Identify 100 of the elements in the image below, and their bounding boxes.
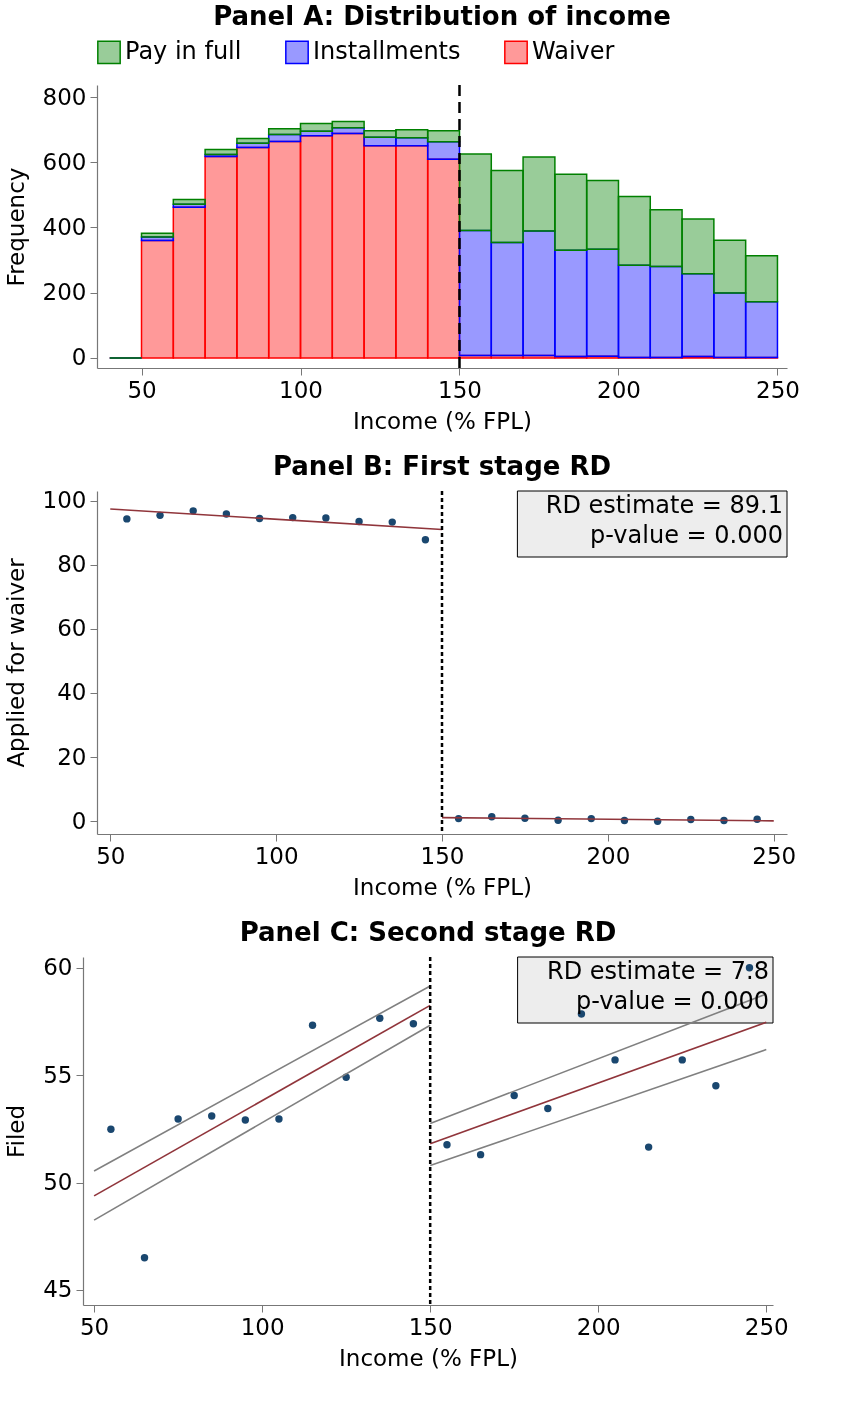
legend-label: Waiver [532,37,615,66]
y-tick-label: 80 [57,551,87,578]
point [140,1254,149,1262]
point [308,1021,317,1030]
y-axis-title: Frequency [2,167,29,287]
x-tick-label: 150 [438,376,482,403]
bar [585,179,620,251]
y-tick-label: 800 [42,83,87,110]
bar [744,301,779,359]
x-tick-label: 250 [744,1313,789,1340]
point [376,1014,384,1022]
y-tick-label: 100 [42,487,87,514]
bar [713,292,747,359]
y-tick-label: 60 [43,954,73,981]
point [712,1081,720,1090]
y-axis-title: Filed [3,1104,30,1159]
x-tick-label: 200 [597,376,641,403]
bar [236,137,270,145]
x-tick-label: 200 [586,842,631,869]
point [544,1104,552,1113]
bar [204,155,238,359]
x-axis-title: Income (% FPL) [353,873,532,900]
bar [585,248,620,358]
bar [617,195,652,267]
x-tick-label: 100 [240,1313,285,1340]
bar [649,209,683,268]
point [322,514,330,522]
annotation: p-value = 0.000 [576,987,769,1015]
x-tick-label: 150 [408,1313,453,1340]
bar [426,129,461,143]
y-tick-label: 55 [43,1061,73,1088]
bar [363,144,397,359]
bar [522,156,556,232]
bar [458,153,493,232]
point [156,511,164,520]
bar [649,265,683,359]
bar [267,140,302,359]
y-tick-label: 600 [42,148,87,175]
y-tick-label: 400 [42,213,87,240]
chart-title: Panel C: Second stage RD [239,916,617,947]
point [421,536,430,544]
bar [617,264,652,359]
bar [172,206,206,359]
legend-label: Pay in full [125,37,242,66]
point [241,1116,250,1124]
bar [554,249,588,358]
bar [331,120,365,129]
bar [236,146,270,359]
y-tick-label: 200 [42,279,87,306]
annotation: RD estimate = 7.8 [547,957,769,985]
bar [299,135,334,359]
y-tick-label: 0 [71,344,87,371]
y-tick-label: 20 [57,743,87,770]
point [123,515,131,523]
x-tick-label: 100 [279,376,323,403]
bar [172,198,206,206]
point [208,1112,216,1120]
x-tick-label: 100 [254,842,299,869]
y-tick-label: 60 [57,615,87,642]
bar [299,122,334,133]
x-tick-label: 150 [420,842,465,869]
x-tick-label: 250 [752,842,797,869]
point [388,518,396,526]
chart-title: Panel B: First stage RD [272,450,612,481]
bar [426,158,461,359]
bar [713,239,747,294]
point [678,1056,686,1064]
bar [522,230,556,357]
x-axis-title: Income (% FPL) [353,407,532,434]
bar [490,169,524,244]
bar [458,229,493,357]
point [409,1020,418,1028]
bar [331,132,365,359]
bar [204,148,238,156]
bar [140,239,175,359]
point [510,1091,518,1100]
x-axis-title: Income (% FPL) [339,1344,518,1371]
bar [744,255,779,303]
x-tick-label: 50 [96,842,126,869]
y-axis-title: Applied for waiver [2,557,29,768]
bar [681,273,715,358]
bar [681,218,715,275]
bar [490,241,524,357]
legend-label: Installments [313,37,461,66]
x-tick-label: 200 [576,1313,621,1340]
x-tick-label: 50 [127,376,157,403]
chart-title: Panel A: Distribution of income [213,1,671,31]
point [107,1125,115,1133]
bar [395,144,429,359]
y-tick-label: 40 [57,679,87,706]
annotation: p-value = 0.000 [590,521,783,549]
y-tick-label: 45 [43,1276,73,1303]
bar [363,129,397,138]
x-tick-label: 250 [756,376,800,403]
point [644,1143,653,1151]
point [476,1150,485,1159]
y-tick-label: 50 [43,1169,73,1196]
annotation: RD estimate = 89.1 [545,491,783,519]
point [443,1141,451,1149]
bar [267,127,302,136]
